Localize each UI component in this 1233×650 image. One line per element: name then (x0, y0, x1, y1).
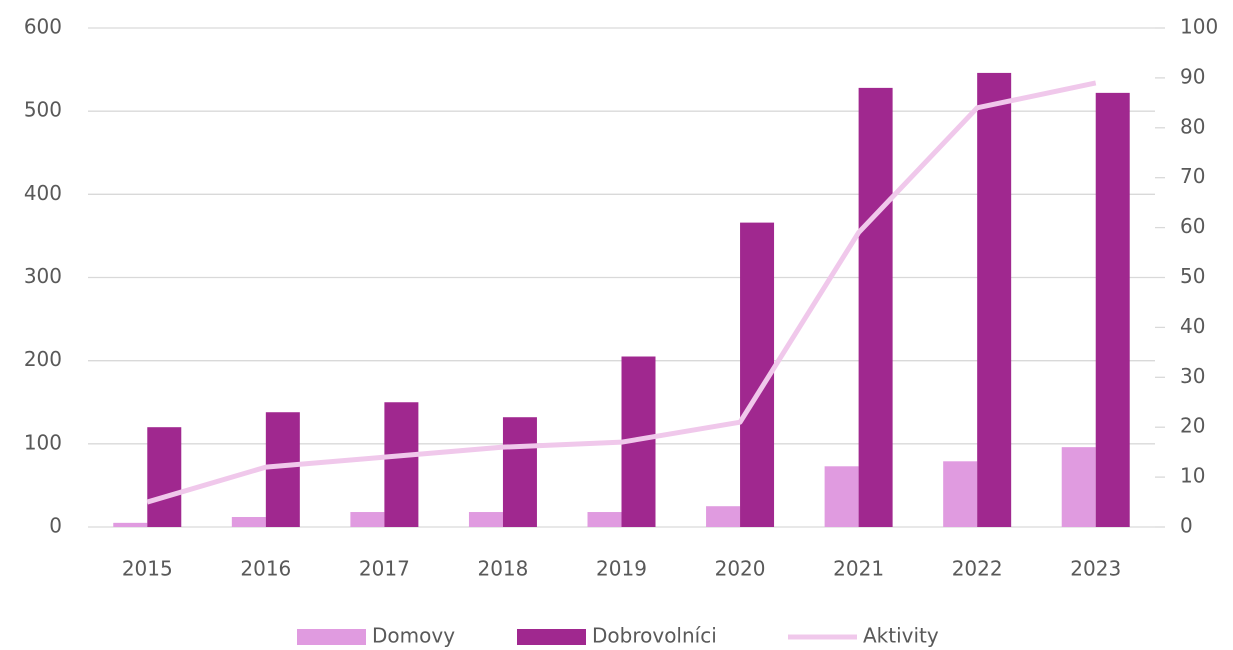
y2-tick-label: 40 (1180, 314, 1205, 338)
x-tick-label: 2023 (1070, 557, 1121, 581)
legend-label: Dobrovolníci (592, 624, 717, 648)
y2-tick-label: 60 (1180, 214, 1205, 238)
y2-tick-label: 80 (1180, 114, 1205, 138)
bar (977, 72, 1012, 527)
legend-swatch (297, 629, 366, 645)
y-tick-label: 0 (49, 514, 62, 538)
bar (1061, 447, 1096, 527)
legend-label: Domovy (372, 624, 455, 648)
x-tick-label: 2018 (477, 557, 528, 581)
y2-tick-label: 90 (1180, 64, 1205, 88)
line (146, 80, 1097, 505)
y-tick-label: 100 (24, 430, 62, 454)
bar (502, 417, 537, 527)
x-tick-label: 2015 (122, 557, 173, 581)
x-tick-label: 2017 (359, 557, 410, 581)
y-tick-label: 200 (24, 347, 62, 371)
bar (147, 427, 182, 527)
legend-swatch (517, 629, 586, 645)
bar (706, 506, 741, 527)
y2-tick-label: 50 (1180, 264, 1205, 288)
bar (824, 466, 859, 527)
y-tick-label: 300 (24, 264, 62, 288)
x-tick-label: 2022 (952, 557, 1003, 581)
y2-tick-label: 100 (1180, 15, 1218, 39)
y2-tick-label: 30 (1180, 364, 1205, 388)
bar (587, 512, 622, 527)
bar (1095, 92, 1130, 528)
y2-tick-label: 70 (1180, 164, 1205, 188)
legend-label: Aktivity (863, 624, 939, 648)
y-tick-label: 600 (24, 15, 62, 39)
bar (350, 512, 385, 527)
bar (858, 87, 893, 527)
y-tick-label: 500 (24, 98, 62, 122)
x-tick-label: 2021 (833, 557, 884, 581)
bar (265, 412, 300, 527)
y-tick-label: 400 (24, 181, 62, 205)
y2-tick-label: 0 (1180, 514, 1193, 538)
y2-tick-label: 10 (1180, 464, 1205, 488)
x-tick-label: 2019 (596, 557, 647, 581)
x-tick-label: 2020 (715, 557, 766, 581)
bar (384, 402, 419, 527)
bar (943, 461, 978, 527)
y2-tick-label: 20 (1180, 414, 1205, 438)
x-tick-label: 2016 (240, 557, 291, 581)
bar (468, 512, 503, 527)
bar (231, 517, 266, 527)
bar (113, 522, 148, 527)
